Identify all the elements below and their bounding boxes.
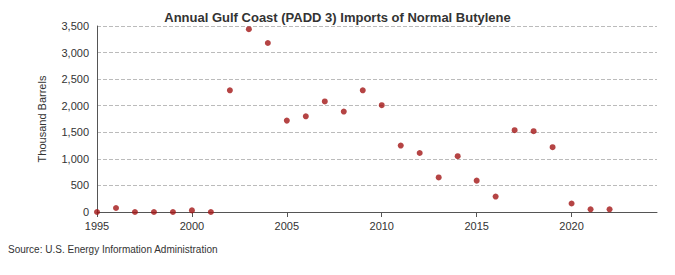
svg-text:1995: 1995 bbox=[85, 220, 109, 232]
svg-text:Source: U.S. Energy Informatio: Source: U.S. Energy Information Administ… bbox=[8, 244, 218, 255]
svg-text:2000: 2000 bbox=[180, 220, 204, 232]
svg-text:3,500: 3,500 bbox=[61, 20, 89, 32]
svg-text:500: 500 bbox=[71, 179, 89, 191]
svg-text:2015: 2015 bbox=[464, 220, 488, 232]
svg-text:2,000: 2,000 bbox=[61, 100, 89, 112]
svg-text:1,000: 1,000 bbox=[61, 153, 89, 165]
svg-text:2010: 2010 bbox=[370, 220, 394, 232]
svg-text:3,000: 3,000 bbox=[61, 47, 89, 59]
svg-text:Thousand Barrels: Thousand Barrels bbox=[36, 75, 48, 162]
svg-text:2020: 2020 bbox=[559, 220, 583, 232]
svg-text:2005: 2005 bbox=[275, 220, 299, 232]
svg-text:1,500: 1,500 bbox=[61, 126, 89, 138]
svg-text:0: 0 bbox=[83, 206, 89, 218]
svg-text:2,500: 2,500 bbox=[61, 73, 89, 85]
svg-text:Annual Gulf Coast (PADD 3) Imp: Annual Gulf Coast (PADD 3) Imports of No… bbox=[164, 10, 510, 25]
